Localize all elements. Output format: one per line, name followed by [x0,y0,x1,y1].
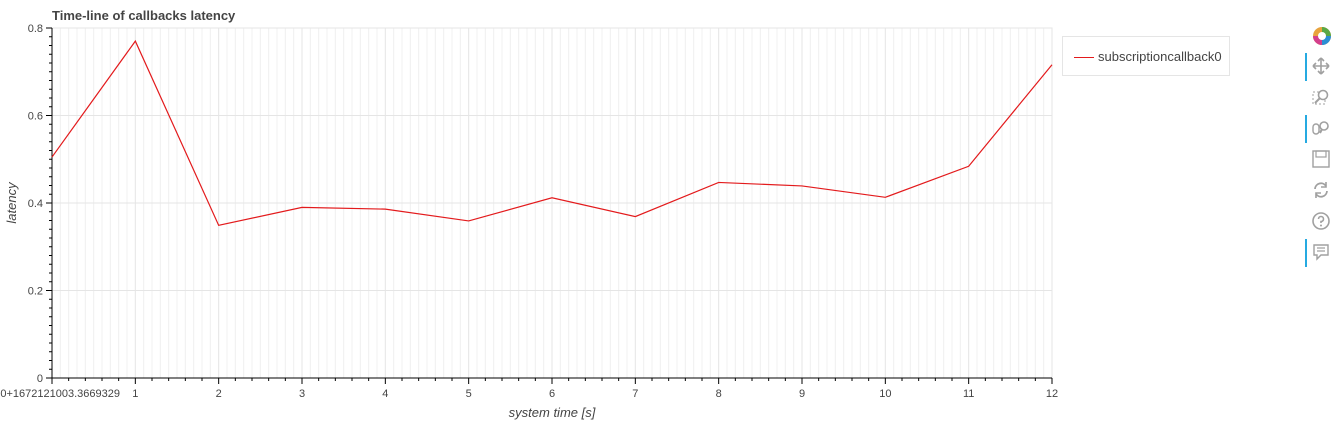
pan-tool-button[interactable] [1304,53,1336,81]
active-indicator [1305,115,1307,143]
x-tick-label: 0+1672121003.3669329 [0,388,120,400]
x-tick-label: 2 [216,388,222,400]
x-tick-label: 10 [879,388,891,400]
pan-icon [1312,57,1330,75]
series-line [51,39,1053,227]
legend[interactable]: subscriptioncallback0 [1062,36,1230,76]
active-indicator [1305,239,1307,267]
x-tick-label: 9 [799,388,805,400]
reset-icon [1314,182,1328,198]
x-tick-label: 12 [1046,388,1058,400]
x-tick-label: 6 [549,388,555,400]
x-axis-title: system time [s] [509,405,596,420]
x-tick-label: 5 [466,388,472,400]
x-tick-label: 3 [299,388,305,400]
reset-tool-button[interactable] [1304,177,1336,205]
x-tick-label: 7 [632,388,638,400]
x-tick-label: 4 [382,388,388,400]
x-tick-label: 8 [716,388,722,400]
x-tick-label: 1 [132,388,138,400]
axes: 0+1672121003.3669329 1 2 3 4 5 6 7 8 9 10 11 1200.20… [0,23,1058,400]
y-tick-label: 0.6 [28,111,43,123]
bokeh-logo-icon[interactable] [1304,22,1336,50]
save-tool-button[interactable] [1304,146,1336,174]
x-tick-label: 11 [963,388,974,400]
box-zoom-tool-button[interactable] [1304,84,1336,112]
hover-tool-button[interactable] [1304,239,1336,267]
y-tick-label: 0 [37,373,43,385]
y-tick-label: 0.8 [28,23,43,35]
box-zoom-icon [1312,89,1329,105]
y-tick-label: 0.4 [28,198,43,210]
chart-toolbar [1304,22,1336,272]
help-icon [1312,212,1330,230]
save-icon [1312,150,1330,168]
active-indicator [1305,53,1307,81]
wheel-zoom-tool-button[interactable] [1304,115,1336,143]
y-tick-label: 0.2 [28,286,43,298]
chart-title: Time-line of callbacks latency [52,8,236,23]
y-axis-title: latency [4,181,19,224]
wheel-zoom-icon [1312,121,1329,135]
legend-item-label: subscriptioncallback0 [1098,49,1222,64]
hover-icon [1313,244,1329,261]
series-layer [51,39,1053,227]
help-tool-button[interactable] [1304,208,1336,236]
legend-swatch-line [1074,57,1094,58]
